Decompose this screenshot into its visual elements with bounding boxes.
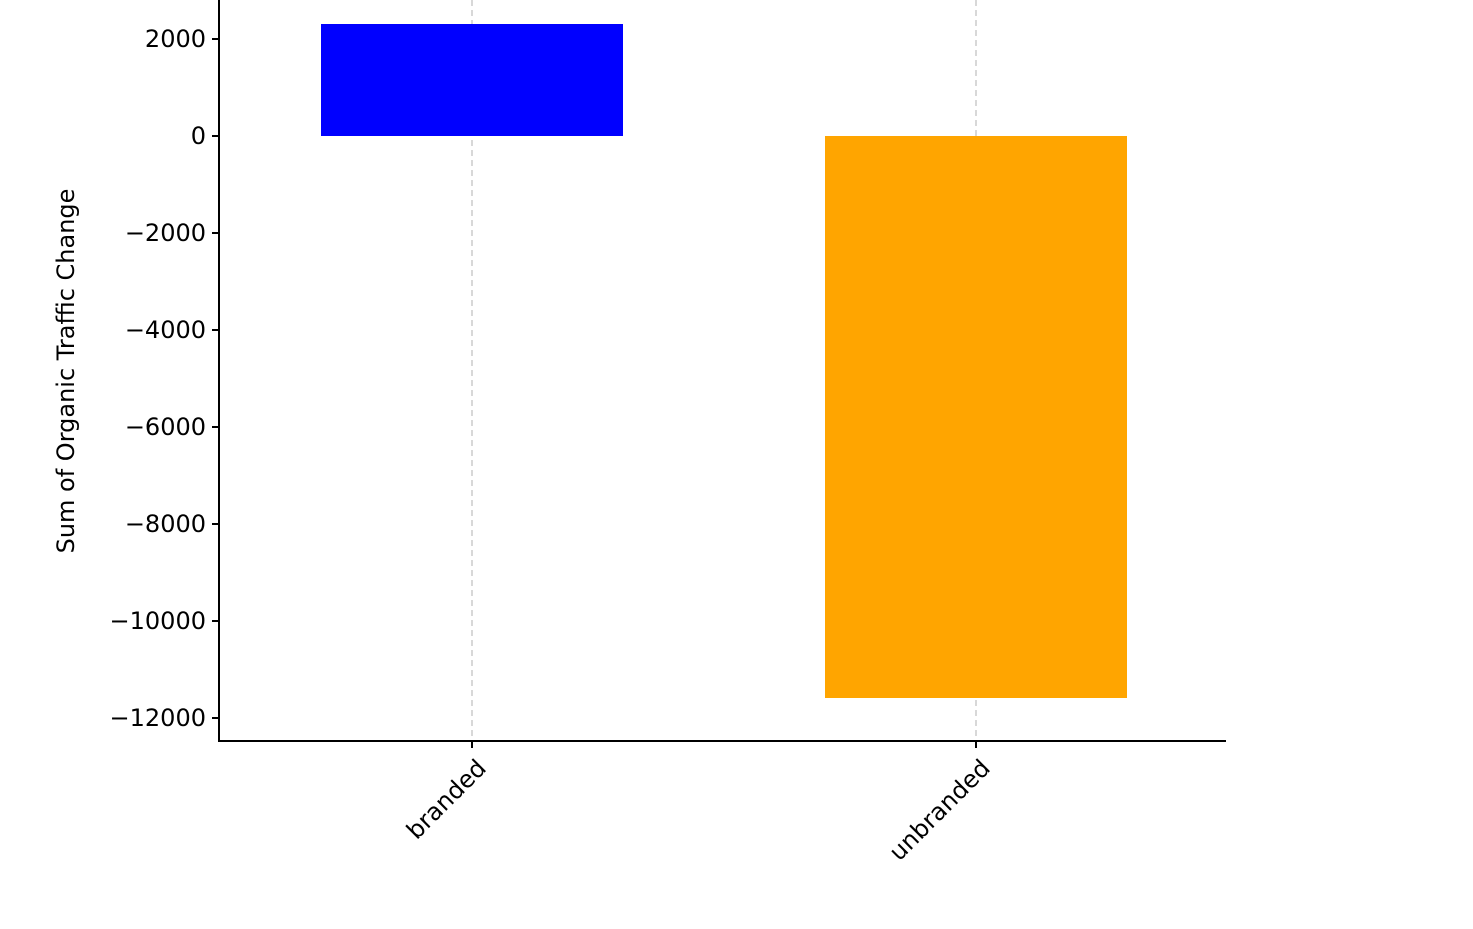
x-tick-label: branded — [294, 754, 492, 929]
x-tick-label: unbranded — [441, 754, 995, 929]
y-tick-label: 2000 — [145, 25, 220, 53]
plot-area: 20000−2000−4000−6000−8000−10000−12000bra… — [218, 0, 1226, 742]
y-tick-label: 0 — [191, 122, 220, 150]
y-tick-label: −8000 — [125, 510, 220, 538]
y-axis-label: Sum of Organic Traffic Change — [52, 189, 80, 554]
y-tick-label: −12000 — [110, 704, 220, 732]
bar-unbranded — [825, 136, 1127, 699]
y-tick-label: −10000 — [110, 607, 220, 635]
x-tick-mark — [471, 740, 473, 748]
figure: 2000 0 −2000 −4000 −6000 −8000 −10000 −12000 bra… — [0, 0, 1473, 929]
y-tick-label: −2000 — [125, 219, 220, 247]
bar-branded — [321, 24, 623, 136]
y-tick-label: −6000 — [125, 413, 220, 441]
x-tick-mark — [975, 740, 977, 748]
y-tick-label: −4000 — [125, 316, 220, 344]
